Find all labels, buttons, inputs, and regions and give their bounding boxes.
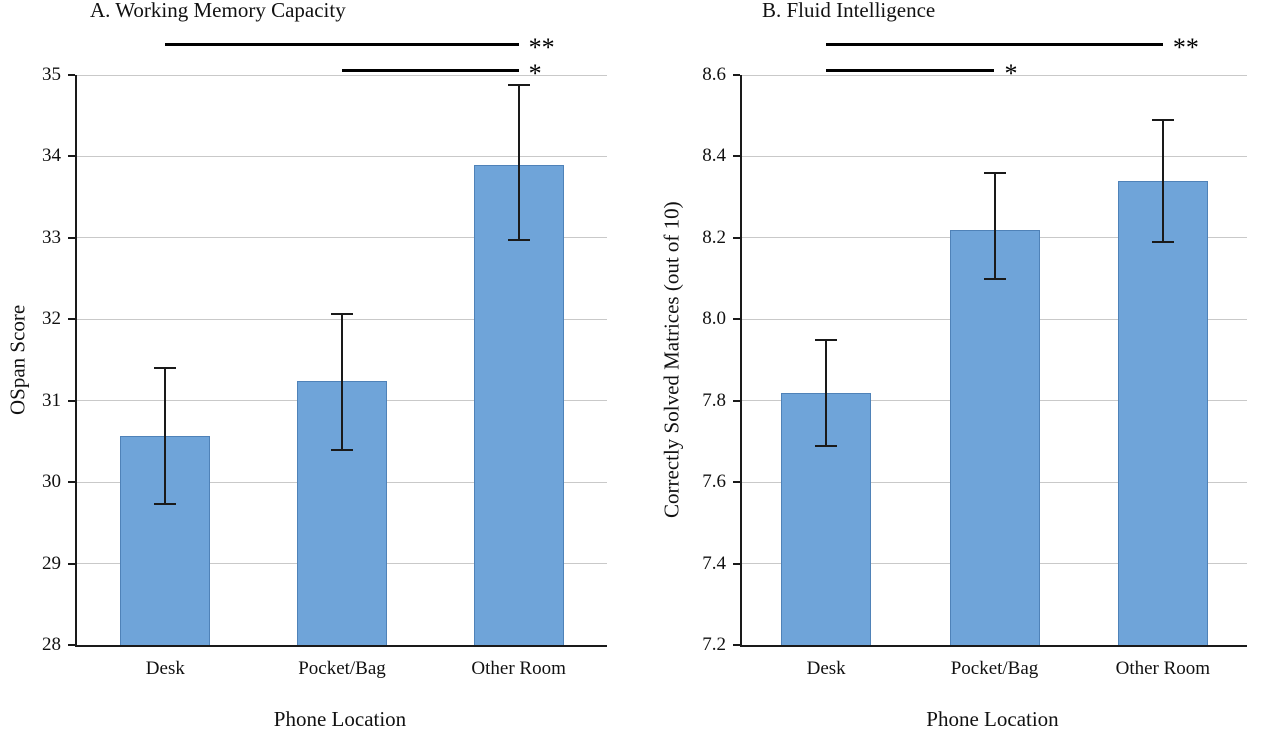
panel-working-memory-capacity: A. Working Memory Capacity OSpan Score 2… [6,0,607,731]
error-bar-cap-top [815,338,838,341]
y-tick-label: 8.0 [702,308,726,330]
panel-a-x-axis-title: Phone Location [273,707,407,731]
x-category-label-pocket-bag: Pocket/Bag [950,658,1039,679]
y-tick-label: 35 [42,64,61,85]
panel-b-title: B. Fluid Intelligence [762,0,936,22]
significance-label: * [528,59,542,88]
error-bar-cap-top [507,83,530,86]
y-tick-mark [68,155,75,158]
error-bar-cap-top [983,171,1006,174]
significance-label: ** [528,33,555,62]
y-tick-label: 8.2 [702,226,726,248]
significance-line [826,69,995,72]
error-bar-cap-bottom [331,448,353,451]
y-tick-mark [68,481,75,484]
gridline [77,237,607,239]
y-tick-mark [68,399,75,402]
y-tick-label: 29 [42,552,61,574]
significance-line [342,69,519,72]
y-tick-mark [733,74,740,76]
y-tick-mark [733,481,740,484]
error-bar-cap-bottom [815,444,838,447]
gridline [742,155,1247,157]
y-tick-mark [68,562,75,565]
error-bar-other-room [1161,119,1164,242]
y-tick-mark [68,236,75,239]
bar-desk [120,435,211,645]
y-tick-mark [68,644,75,646]
significance-line [165,43,519,46]
panel-fluid-intelligence: B. Fluid Intelligence Correctly Solved M… [640,0,1280,735]
y-tick-label: 8.4 [702,145,726,167]
y-tick-mark [733,562,740,565]
panel-b-plot-area: 7.2 7.4 7.6 7.8 8.0 8.2 8.4 8.6 Desk Pocket/Bag Ot… [702,35,1247,679]
error-bar-cap-bottom [507,239,530,242]
error-bar-cap-bottom [154,503,177,506]
y-tick-label: 7.4 [702,552,726,574]
error-bar-pocket-bag [993,172,996,279]
y-tick-label: 7.2 [702,634,726,655]
y-tick-label: 31 [42,389,61,411]
bar-other-room [473,164,564,645]
error-bar-cap-top [331,312,353,315]
gridline [742,74,1247,76]
significance-line [826,43,1163,46]
y-tick-label: 30 [42,471,61,493]
y-tick-label: 7.6 [702,471,726,493]
panel-b-x-axis-title: Phone Location [926,707,1059,731]
y-tick-label: 33 [42,226,61,248]
error-bar-cap-top [154,367,177,370]
x-category-label-other-room: Other Room [471,658,566,679]
error-bar-desk [164,368,167,505]
panel-a-plot-area: 28 29 30 31 32 33 34 35 Desk Pocket/Bag Other Room… [42,35,607,679]
error-bar-cap-bottom [1151,240,1174,243]
panel-a-title: A. Working Memory Capacity [90,0,346,22]
x-category-label-desk: Desk [145,658,185,679]
y-tick-mark [68,318,75,321]
y-tick-label: 7.8 [702,389,726,411]
significance-label: ** [1172,33,1199,62]
y-tick-mark [733,318,740,321]
significance-label: * [1004,59,1018,88]
y-tick-label: 28 [42,634,61,655]
gridline [77,74,607,76]
y-tick-label: 32 [42,308,61,330]
y-tick-mark [733,644,740,646]
y-tick-mark [733,236,740,239]
error-bar-desk [825,339,828,446]
error-bar-other-room [517,84,520,241]
error-bar-cap-top [1151,118,1174,121]
error-bar-cap-bottom [983,277,1006,280]
y-tick-mark [733,399,740,402]
y-tick-label: 8.6 [702,64,726,85]
error-bar-pocket-bag [341,313,343,450]
bar-other-room [1117,180,1208,645]
y-tick-mark [733,155,740,158]
x-category-label-desk: Desk [806,658,846,679]
y-tick-label: 34 [42,145,61,167]
x-category-label-other-room: Other Room [1115,658,1211,679]
y-tick-mark [68,74,75,76]
x-category-label-pocket-bag: Pocket/Bag [298,658,386,679]
bar-pocket-bag [949,229,1040,645]
gridline [77,155,607,157]
